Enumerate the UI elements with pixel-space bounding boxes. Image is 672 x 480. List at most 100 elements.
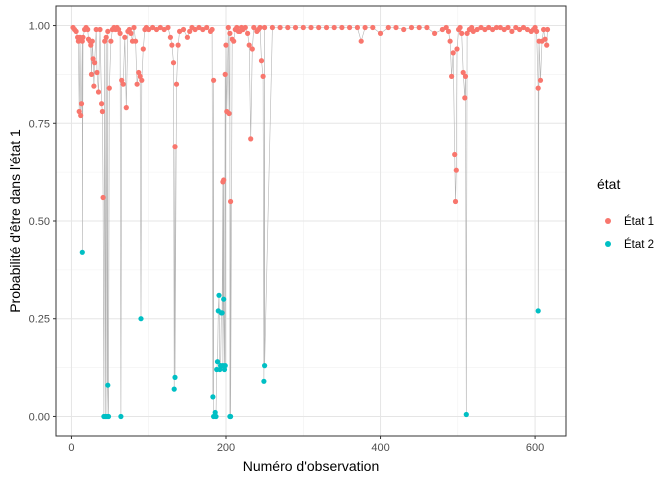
point-etat-1 bbox=[119, 77, 125, 83]
point-etat-2 bbox=[221, 366, 228, 373]
y-tick-label: 0.00 bbox=[29, 411, 50, 423]
axis-ticks: 0 200 400 600 0.00 0.25 0.50 0.75 1.00 bbox=[29, 21, 545, 454]
point-etat-1 bbox=[128, 30, 134, 36]
point-etat-1 bbox=[517, 26, 523, 33]
point-etat-1 bbox=[146, 26, 152, 33]
point-etat-1 bbox=[258, 58, 265, 64]
point-etat-1 bbox=[469, 24, 475, 31]
point-etat-1 bbox=[102, 38, 108, 44]
point-etat-1 bbox=[89, 38, 95, 44]
point-etat-1 bbox=[497, 24, 503, 31]
point-etat-2 bbox=[216, 292, 222, 298]
point-etat-1 bbox=[542, 36, 548, 42]
point-etat-1 bbox=[136, 69, 142, 76]
point-etat-1 bbox=[331, 24, 337, 31]
x-axis-title: Numéro d'observation bbox=[243, 458, 380, 474]
point-etat-1 bbox=[541, 26, 547, 33]
point-etat-1 bbox=[449, 73, 455, 79]
point-etat-1 bbox=[85, 26, 91, 33]
point-etat-1 bbox=[462, 73, 469, 79]
point-etat-1 bbox=[408, 24, 415, 31]
point-etat-1 bbox=[108, 38, 114, 44]
point-etat-1 bbox=[269, 24, 275, 31]
point-etat-1 bbox=[211, 77, 217, 83]
point-etat-1 bbox=[226, 110, 232, 117]
point-etat-1 bbox=[73, 28, 79, 34]
point-etat-1 bbox=[95, 89, 102, 95]
point-etat-1 bbox=[133, 38, 139, 44]
point-etat-1 bbox=[450, 50, 456, 56]
point-etat-1 bbox=[249, 46, 255, 52]
point-etat-1 bbox=[393, 24, 399, 31]
point-etat-1 bbox=[509, 28, 515, 34]
point-etat-1 bbox=[370, 24, 376, 31]
point-etat-2 bbox=[213, 413, 219, 420]
point-etat-1 bbox=[231, 38, 237, 44]
x-tick-label: 400 bbox=[371, 442, 389, 454]
point-etat-1 bbox=[457, 24, 463, 31]
point-etat-1 bbox=[80, 34, 86, 40]
point-etat-1 bbox=[134, 81, 140, 87]
point-etat-1 bbox=[248, 136, 254, 142]
point-etat-1 bbox=[537, 77, 544, 83]
legend-label-etat-2: État 2 bbox=[624, 238, 654, 251]
point-etat-2 bbox=[219, 310, 225, 316]
point-etat-2 bbox=[221, 296, 227, 302]
point-etat-1 bbox=[245, 30, 251, 36]
point-etat-1 bbox=[308, 24, 314, 31]
point-etat-2 bbox=[171, 386, 177, 392]
point-etat-2 bbox=[210, 394, 216, 400]
point-etat-1 bbox=[462, 95, 468, 101]
point-etat-1 bbox=[204, 24, 210, 31]
y-axis-title: Probabilité d'être dans l'état 1 bbox=[7, 129, 23, 313]
point-etat-1 bbox=[292, 24, 299, 31]
point-etat-1 bbox=[172, 144, 178, 150]
point-etat-1 bbox=[459, 30, 465, 36]
point-etat-1 bbox=[167, 34, 173, 40]
point-etat-1 bbox=[520, 24, 527, 31]
x-tick-label: 600 bbox=[526, 442, 544, 454]
data-points bbox=[70, 24, 551, 420]
point-etat-1 bbox=[362, 24, 368, 31]
point-etat-1 bbox=[140, 46, 146, 52]
point-etat-1 bbox=[385, 24, 391, 31]
point-etat-1 bbox=[192, 26, 198, 33]
point-etat-1 bbox=[401, 26, 407, 33]
point-etat-1 bbox=[505, 24, 511, 31]
point-etat-1 bbox=[88, 71, 95, 77]
point-etat-1 bbox=[432, 30, 438, 36]
point-etat-1 bbox=[447, 38, 453, 44]
legend-key-etat-1 bbox=[605, 218, 611, 224]
point-etat-1 bbox=[139, 77, 145, 83]
point-etat-2 bbox=[262, 363, 268, 369]
point-etat-1 bbox=[347, 24, 353, 31]
point-etat-1 bbox=[88, 42, 94, 48]
legend-item-etat-2: État 2 bbox=[605, 238, 654, 251]
point-etat-1 bbox=[92, 60, 98, 66]
point-etat-1 bbox=[544, 26, 551, 33]
x-tick-label: 200 bbox=[217, 442, 235, 454]
x-tick-label: 0 bbox=[68, 442, 74, 454]
point-etat-2 bbox=[212, 409, 218, 416]
point-etat-1 bbox=[105, 28, 111, 34]
point-etat-1 bbox=[157, 24, 163, 31]
point-etat-1 bbox=[116, 26, 122, 33]
point-etat-1 bbox=[106, 85, 112, 91]
point-etat-2 bbox=[118, 413, 124, 420]
legend: état État 1 État 2 bbox=[597, 176, 654, 251]
point-etat-1 bbox=[453, 167, 459, 173]
point-etat-2 bbox=[217, 366, 223, 373]
point-etat-2 bbox=[105, 413, 112, 420]
point-etat-2 bbox=[79, 249, 85, 255]
point-etat-1 bbox=[486, 24, 492, 31]
y-tick-label: 0.50 bbox=[29, 216, 50, 228]
point-etat-1 bbox=[79, 38, 85, 44]
point-etat-1 bbox=[187, 28, 193, 34]
point-etat-1 bbox=[173, 81, 180, 87]
point-etat-1 bbox=[300, 24, 306, 31]
point-etat-1 bbox=[184, 34, 190, 40]
point-etat-1 bbox=[246, 42, 252, 48]
point-etat-1 bbox=[262, 24, 268, 31]
point-etat-1 bbox=[93, 26, 99, 33]
point-etat-2 bbox=[535, 308, 541, 314]
